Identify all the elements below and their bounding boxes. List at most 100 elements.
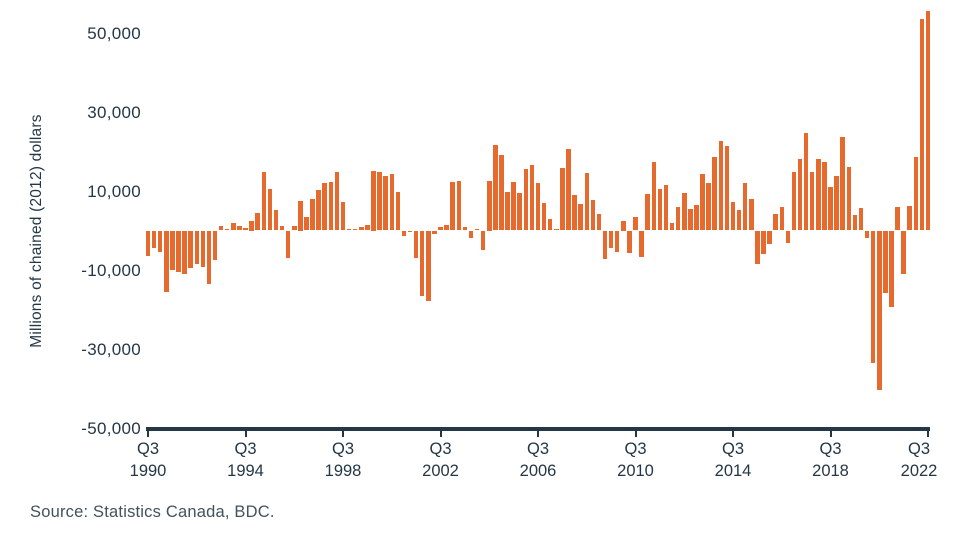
bar [602, 230, 608, 260]
bar [712, 157, 717, 231]
bar [718, 141, 724, 231]
bar [846, 167, 852, 231]
bar [529, 164, 535, 231]
bar [621, 220, 626, 231]
x-tick-label: Q3 2002 [406, 439, 476, 482]
bar [304, 216, 309, 231]
x-tick-mark [147, 427, 149, 437]
bar [682, 192, 687, 231]
bar [840, 137, 845, 231]
x-tick-year: 1990 [129, 461, 167, 480]
bar [669, 222, 675, 231]
y-tick-label: 10,000 [87, 181, 141, 201]
bar [852, 215, 858, 231]
bar [419, 230, 425, 296]
y-tick-label: 30,000 [87, 102, 141, 122]
bar [267, 188, 273, 231]
bar [688, 208, 693, 231]
bar [730, 201, 736, 231]
bar [919, 19, 925, 231]
bar [340, 202, 346, 231]
bar [224, 228, 230, 231]
bar [797, 159, 803, 231]
bar [334, 172, 340, 231]
bar [523, 168, 529, 231]
bar [188, 230, 193, 268]
x-tick-quarter: Q3 [819, 440, 842, 458]
bar [395, 191, 401, 231]
bar [736, 209, 742, 231]
bar [292, 225, 297, 231]
bar [310, 198, 315, 231]
bar [657, 189, 663, 231]
x-tick-quarter: Q3 [234, 440, 257, 458]
x-tick-label: Q3 2018 [796, 439, 866, 482]
x-tick-mark [342, 427, 344, 437]
bar [176, 230, 181, 272]
x-tick-label: Q3 2010 [601, 439, 671, 482]
x-tick-label: Q3 2022 [884, 439, 954, 482]
bar [261, 172, 267, 231]
bar [791, 171, 797, 231]
bar [316, 190, 321, 231]
x-tick-label: Q3 2014 [698, 439, 768, 482]
bar [816, 158, 821, 231]
bar [809, 172, 815, 231]
x-tick-quarter: Q3 [907, 440, 930, 458]
bar [554, 228, 559, 231]
x-tick-year: 2010 [617, 461, 654, 480]
x-tick-mark [927, 427, 929, 437]
bar [834, 175, 839, 231]
x-tick-label: Q3 1994 [211, 439, 281, 482]
bar [706, 183, 711, 231]
x-tick-quarter: Q3 [721, 440, 744, 458]
bar [895, 207, 900, 231]
bar [645, 194, 650, 231]
bar [365, 224, 370, 231]
bar [584, 172, 589, 231]
bar [389, 174, 394, 231]
bar [456, 180, 462, 231]
x-tick-mark [732, 427, 734, 437]
bar [499, 154, 504, 231]
bar [493, 145, 498, 231]
x-tick-year: 2006 [519, 461, 557, 480]
bar [474, 228, 480, 231]
bar [487, 181, 492, 231]
bar [279, 225, 285, 231]
bar [249, 220, 254, 231]
bar [468, 230, 474, 239]
x-tick-label: Q3 1990 [113, 439, 183, 482]
x-tick-quarter: Q3 [526, 440, 549, 458]
bar [724, 146, 730, 231]
bar [651, 162, 657, 231]
x-tick-mark [634, 427, 637, 437]
y-tick-label: -50,000 [81, 418, 141, 438]
bar [590, 200, 596, 231]
bar [675, 206, 681, 231]
source-text: Source: Statistics Canada, BDC. [30, 503, 275, 521]
bar [438, 226, 443, 231]
bar [273, 209, 279, 231]
bar [145, 230, 151, 257]
bar [864, 230, 870, 239]
x-tick-label: Q3 2006 [503, 439, 573, 482]
bar [212, 230, 218, 261]
bar [200, 230, 206, 267]
bar [742, 182, 748, 231]
y-tick-label: -10,000 [81, 260, 141, 280]
bar [578, 204, 583, 231]
bar [767, 230, 772, 245]
x-tick-mark [439, 427, 442, 437]
bar [164, 230, 169, 292]
bar [377, 172, 382, 231]
bar [608, 230, 614, 249]
bar [243, 227, 248, 231]
bar [700, 174, 705, 231]
x-tick-year: 2018 [812, 461, 849, 480]
bar [633, 217, 638, 231]
x-tick-quarter: Q3 [136, 440, 159, 458]
bar [883, 230, 888, 294]
x-tick-year: 1994 [227, 461, 264, 480]
